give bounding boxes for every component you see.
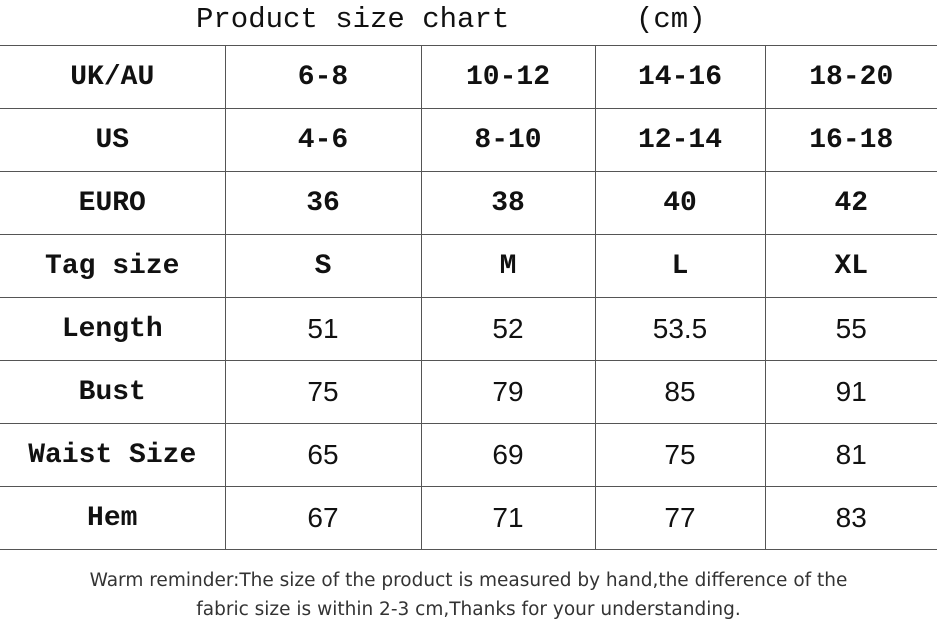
footer: Warm reminder:The size of the product is… (0, 566, 937, 624)
table-row: EURO 36 38 40 42 (0, 171, 937, 235)
table-cell: 42 (764, 171, 937, 235)
table-cell: 75 (594, 423, 766, 487)
table-cell: 8-10 (420, 108, 596, 172)
table-row: Length 51 52 53.5 55 (0, 297, 937, 361)
table-cell: 16-18 (764, 108, 937, 172)
row-label: UK/AU (0, 45, 226, 109)
table-cell: 4-6 (224, 108, 422, 172)
table-cell: L (594, 234, 766, 298)
table-cell: 67 (224, 486, 422, 550)
table-row: Hem 67 71 77 83 (0, 486, 937, 550)
table-cell: 81 (764, 423, 937, 487)
footer-line: Warm reminder:The size of the product is… (89, 570, 848, 591)
table-row: Tag size S M L XL (0, 234, 937, 298)
row-label: US (0, 108, 226, 172)
size-table: UK/AU 6-8 10-12 14-16 18-20 US 4-6 8-10 12-14 16-… (0, 45, 937, 550)
table-cell: 69 (420, 423, 596, 487)
row-label: Bust (0, 360, 226, 424)
header: Product size chart (cm) (0, 0, 937, 42)
table-cell: 71 (420, 486, 596, 550)
table-cell: 40 (594, 171, 766, 235)
table-cell: 75 (224, 360, 422, 424)
table-cell: 55 (764, 297, 937, 361)
row-label: Hem (0, 486, 226, 550)
unit: (cm) (636, 3, 706, 36)
title: Product size chart (196, 3, 510, 36)
table-cell: 10-12 (420, 45, 596, 109)
table-row: US 4-6 8-10 12-14 16-18 (0, 108, 937, 172)
table-row: Waist Size 65 69 75 81 (0, 423, 937, 487)
table-cell: M (420, 234, 596, 298)
table-cell: 12-14 (594, 108, 766, 172)
table-cell: 53.5 (594, 297, 766, 361)
table-cell: 38 (420, 171, 596, 235)
table-cell: 77 (594, 486, 766, 550)
table-row: Bust 75 79 85 91 (0, 360, 937, 424)
table-cell: XL (764, 234, 937, 298)
table-cell: 52 (420, 297, 596, 361)
table-cell: 6-8 (224, 45, 422, 109)
table-cell: 65 (224, 423, 422, 487)
table-cell: 79 (420, 360, 596, 424)
table-cell: 91 (764, 360, 937, 424)
table-cell: 18-20 (764, 45, 937, 109)
table-cell: 51 (224, 297, 422, 361)
row-label: Tag size (0, 234, 226, 298)
footer-line: fabric size is within 2-3 cm,Thanks for … (196, 599, 741, 620)
table-cell: 14-16 (594, 45, 766, 109)
table-cell: 36 (224, 171, 422, 235)
row-label: Length (0, 297, 226, 361)
row-label: EURO (0, 171, 226, 235)
table-cell: S (224, 234, 422, 298)
table-cell: 85 (594, 360, 766, 424)
row-label: Waist Size (0, 423, 226, 487)
table-row: UK/AU 6-8 10-12 14-16 18-20 (0, 45, 937, 109)
table-cell: 83 (764, 486, 937, 550)
